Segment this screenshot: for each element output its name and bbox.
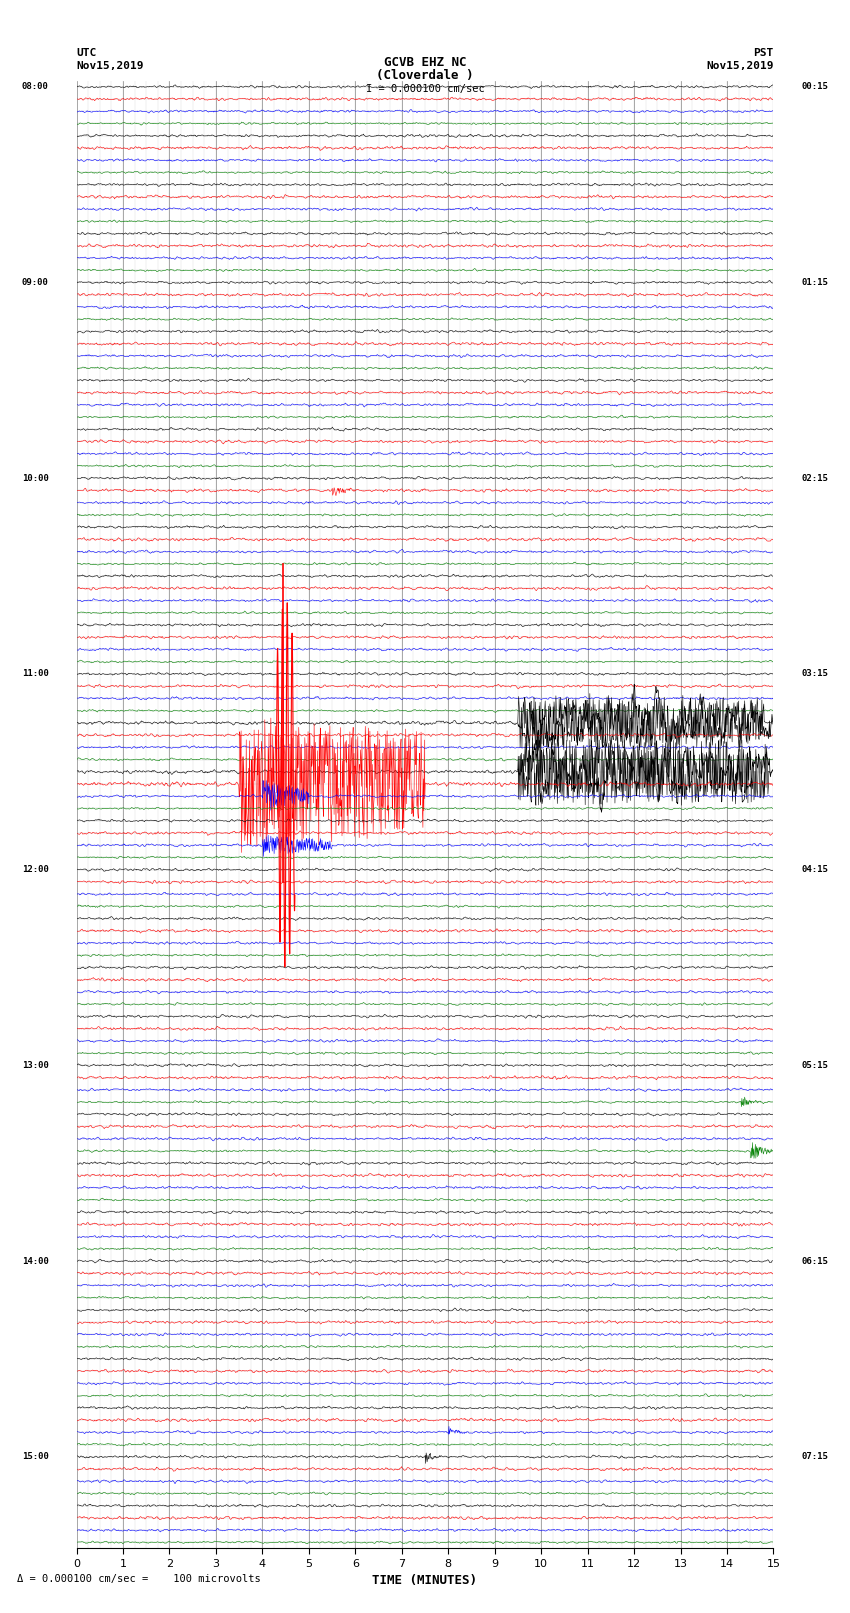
Text: Nov15,2019: Nov15,2019	[706, 61, 774, 71]
Text: 14:00: 14:00	[22, 1257, 48, 1266]
Text: 09:00: 09:00	[22, 277, 48, 287]
Text: 02:15: 02:15	[802, 474, 828, 482]
Text: 03:15: 03:15	[802, 669, 828, 679]
Text: 05:15: 05:15	[802, 1061, 828, 1069]
Text: GCVB EHZ NC: GCVB EHZ NC	[383, 56, 467, 69]
Text: 01:15: 01:15	[802, 277, 828, 287]
Text: PST: PST	[753, 48, 774, 58]
Text: Nov15,2019: Nov15,2019	[76, 61, 144, 71]
X-axis label: TIME (MINUTES): TIME (MINUTES)	[372, 1574, 478, 1587]
Text: 08:00: 08:00	[22, 82, 48, 92]
Text: 13:00: 13:00	[22, 1061, 48, 1069]
Text: 12:00: 12:00	[22, 865, 48, 874]
Text: 15:00: 15:00	[22, 1452, 48, 1461]
Text: I = 0.000100 cm/sec: I = 0.000100 cm/sec	[366, 84, 484, 94]
Text: 11:00: 11:00	[22, 669, 48, 679]
Text: (Cloverdale ): (Cloverdale )	[377, 69, 473, 82]
Text: 04:15: 04:15	[802, 865, 828, 874]
Text: 06:15: 06:15	[802, 1257, 828, 1266]
Text: 10:00: 10:00	[22, 474, 48, 482]
Text: 07:15: 07:15	[802, 1452, 828, 1461]
Text: UTC: UTC	[76, 48, 97, 58]
Text: 00:15: 00:15	[802, 82, 828, 92]
Text: Δ = 0.000100 cm/sec =    100 microvolts: Δ = 0.000100 cm/sec = 100 microvolts	[17, 1574, 261, 1584]
